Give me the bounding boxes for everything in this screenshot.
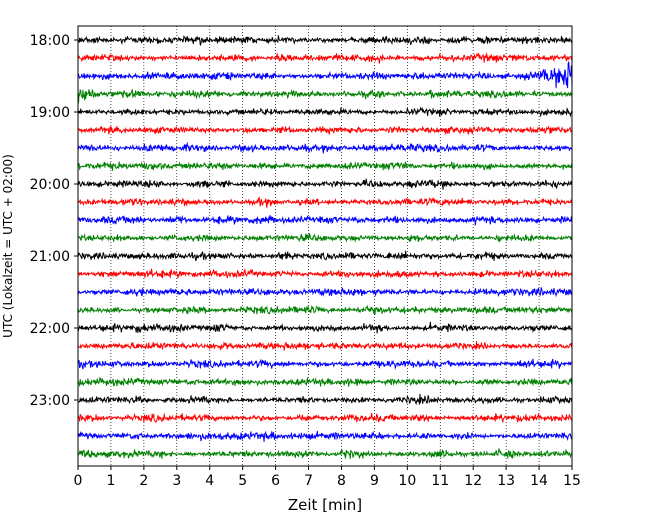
x-tick-label: 14 — [530, 473, 548, 489]
trace-row-2315 — [77, 412, 573, 423]
trace-row-1930 — [77, 141, 573, 154]
trace-row-2015 — [77, 196, 573, 208]
x-tick-label: 12 — [464, 473, 482, 489]
trace-row-2030 — [77, 214, 573, 226]
trace-row-1800 — [77, 35, 573, 46]
trace-row-2130 — [77, 286, 573, 298]
y-ticks: 18:00 19:00 20:00 21:00 22:00 23:00 — [30, 33, 78, 409]
trace-row-2000 — [77, 178, 573, 190]
x-tick-label: 8 — [337, 473, 346, 489]
y-tick-label: 19:00 — [30, 105, 70, 121]
trace-row-2215 — [77, 341, 573, 351]
x-tick-label: 15 — [563, 473, 581, 489]
y-tick-label: 23:00 — [30, 393, 70, 409]
y-tick-label: 20:00 — [30, 177, 70, 193]
x-ticks: 0 1 2 3 4 5 6 7 8 9 10 11 12 13 14 15 — [74, 466, 581, 489]
trace-row-1815 — [77, 52, 573, 64]
trace-row-2230 — [77, 358, 573, 370]
trace-row-2115 — [77, 268, 573, 279]
trace-layer — [77, 35, 573, 460]
x-tick-label: 7 — [304, 473, 313, 489]
trace-row-1945 — [77, 160, 573, 171]
trace-row-1915 — [77, 125, 573, 135]
y-tick-label: 18:00 — [30, 33, 70, 49]
plot-frame — [77, 25, 573, 467]
trace-row-2145 — [77, 304, 573, 315]
trace-row-1830 — [77, 61, 573, 89]
x-tick-label: 6 — [271, 473, 280, 489]
trace-row-2330 — [77, 430, 573, 442]
y-tick-label: 22:00 — [30, 321, 70, 337]
x-tick-label: 11 — [431, 473, 449, 489]
trace-row-1900 — [77, 106, 573, 118]
y-tick-label: 21:00 — [30, 249, 70, 265]
x-tick-label: 9 — [370, 473, 379, 489]
x-tick-label: 13 — [497, 473, 515, 489]
x-axis-label: Zeit [min] — [288, 496, 362, 514]
y-axis-label: UTC (Lokalzeit = UTC + 02:00) — [1, 154, 15, 338]
trace-row-2300 — [77, 393, 573, 406]
trace-row-2245 — [77, 376, 573, 387]
trace-row-2200 — [77, 321, 573, 334]
x-tick-label: 10 — [398, 473, 416, 489]
trace-row-1845 — [77, 88, 573, 103]
x-tick-label: 3 — [172, 473, 181, 489]
x-tick-label: 2 — [139, 473, 148, 489]
trace-row-2345 — [77, 447, 573, 460]
trace-row-2100 — [77, 250, 573, 262]
x-tick-label: 0 — [74, 473, 83, 489]
grid-layer — [110, 26, 540, 466]
x-tick-label: 5 — [238, 473, 247, 489]
trace-row-2045 — [77, 233, 573, 243]
x-tick-label: 4 — [205, 473, 214, 489]
x-tick-label: 1 — [106, 473, 115, 489]
